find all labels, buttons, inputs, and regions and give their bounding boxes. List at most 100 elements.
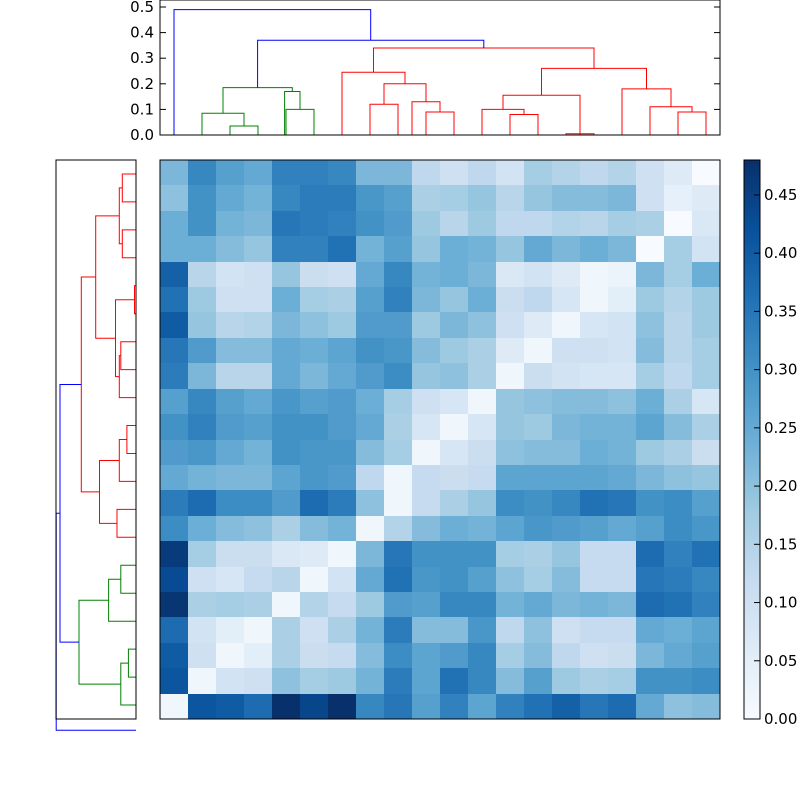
heatmap-cell bbox=[468, 516, 496, 541]
heatmap-cell bbox=[524, 363, 552, 389]
heatmap-cell bbox=[636, 490, 664, 516]
heatmap-cell bbox=[496, 516, 524, 541]
heatmap-cell bbox=[608, 338, 636, 363]
heatmap-cell bbox=[384, 490, 412, 516]
heatmap-cell bbox=[636, 465, 664, 490]
heatmap-cell bbox=[468, 694, 496, 719]
dendrogram-link bbox=[173, 9, 372, 135]
heatmap-cell bbox=[412, 185, 440, 211]
dendrogram-link bbox=[229, 125, 259, 135]
heatmap-cell bbox=[216, 694, 244, 719]
heatmap-cell bbox=[244, 236, 272, 262]
heatmap-cell bbox=[664, 694, 692, 719]
heatmap-cell bbox=[440, 287, 468, 312]
heatmap-cell bbox=[244, 541, 272, 567]
heatmap-cell bbox=[468, 287, 496, 312]
heatmap-cell bbox=[188, 668, 216, 694]
heatmap-cell bbox=[524, 440, 552, 465]
dendrogram-link bbox=[201, 112, 245, 135]
heatmap-cell bbox=[188, 592, 216, 617]
heatmap-cell bbox=[384, 338, 412, 363]
heatmap-cell bbox=[328, 262, 356, 287]
heatmap-cell bbox=[692, 287, 720, 312]
heatmap-cell bbox=[468, 312, 496, 338]
dendrogram-link bbox=[118, 355, 136, 399]
heatmap-cell bbox=[524, 516, 552, 541]
heatmap-cell bbox=[496, 338, 524, 363]
heatmap-cell bbox=[664, 211, 692, 236]
heatmap-cell bbox=[580, 694, 608, 719]
heatmap-cell bbox=[384, 567, 412, 592]
left-dendrogram-frame bbox=[55, 159, 137, 720]
heatmap-cell bbox=[244, 262, 272, 287]
heatmap-cell bbox=[216, 160, 244, 185]
dendrogram-link bbox=[121, 229, 136, 259]
heatmap-cell bbox=[552, 516, 580, 541]
heatmap-cell bbox=[468, 490, 496, 516]
heatmap-cell bbox=[300, 389, 328, 414]
heatmap-cell bbox=[300, 160, 328, 185]
heatmap-cell bbox=[412, 516, 440, 541]
heatmap-cell bbox=[664, 440, 692, 465]
heatmap-cell bbox=[496, 541, 524, 567]
heatmap-cell bbox=[272, 643, 300, 668]
heatmap-cell bbox=[496, 567, 524, 592]
heatmap-cell bbox=[356, 516, 384, 541]
heatmap-cell bbox=[636, 211, 664, 236]
heatmap-cell bbox=[580, 338, 608, 363]
heatmap-cell bbox=[468, 592, 496, 617]
heatmap-cell bbox=[328, 185, 356, 211]
heatmap-cell bbox=[552, 414, 580, 440]
heatmap-cell bbox=[468, 236, 496, 262]
heatmap-cell bbox=[384, 414, 412, 440]
heatmap-cell bbox=[552, 440, 580, 465]
dendrogram-link bbox=[649, 106, 693, 135]
heatmap-cell bbox=[468, 617, 496, 643]
heatmap-cell bbox=[552, 643, 580, 668]
heatmap-cell bbox=[664, 668, 692, 694]
heatmap-cell bbox=[580, 567, 608, 592]
heatmap-cell bbox=[692, 668, 720, 694]
heatmap-cell bbox=[468, 440, 496, 465]
heatmap-cell bbox=[524, 490, 552, 516]
heatmap-cell bbox=[272, 262, 300, 287]
heatmap-cell bbox=[272, 694, 300, 719]
heatmap-cell bbox=[524, 643, 552, 668]
heatmap-cell bbox=[580, 440, 608, 465]
heatmap-cell bbox=[664, 465, 692, 490]
heatmap-cell bbox=[692, 567, 720, 592]
heatmap-cell bbox=[188, 516, 216, 541]
heatmap-cell bbox=[692, 465, 720, 490]
heatmap-cell bbox=[244, 567, 272, 592]
heatmap-cell bbox=[160, 490, 188, 516]
heatmap-cell bbox=[496, 490, 524, 516]
heatmap-cell bbox=[384, 465, 412, 490]
heatmap-cell bbox=[356, 389, 384, 414]
dendrogram-link bbox=[59, 384, 82, 643]
heatmap-cell bbox=[664, 160, 692, 185]
dendrogram-link bbox=[116, 508, 136, 538]
heatmap-cell bbox=[244, 668, 272, 694]
dendrogram-link bbox=[99, 460, 120, 524]
heatmap-cell bbox=[580, 160, 608, 185]
heatmap-cell bbox=[636, 312, 664, 338]
heatmap-cell bbox=[160, 363, 188, 389]
heatmap-cell bbox=[272, 617, 300, 643]
heatmap-cell bbox=[356, 160, 384, 185]
heatmap-cell bbox=[160, 312, 188, 338]
heatmap-cell bbox=[160, 567, 188, 592]
heatmap-cell bbox=[160, 643, 188, 668]
heatmap-cell bbox=[160, 262, 188, 287]
heatmap-cell bbox=[664, 389, 692, 414]
heatmap-cell bbox=[440, 643, 468, 668]
heatmap-cell bbox=[440, 490, 468, 516]
heatmap-cell bbox=[664, 185, 692, 211]
heatmap-cell bbox=[384, 287, 412, 312]
heatmap-cell bbox=[188, 338, 216, 363]
heatmap-cell bbox=[692, 643, 720, 668]
colorbar-tick-label: 0.00 bbox=[764, 710, 797, 728]
heatmap-cell bbox=[692, 338, 720, 363]
heatmap-cell bbox=[328, 541, 356, 567]
heatmap-cell bbox=[496, 465, 524, 490]
heatmap-cell bbox=[160, 592, 188, 617]
